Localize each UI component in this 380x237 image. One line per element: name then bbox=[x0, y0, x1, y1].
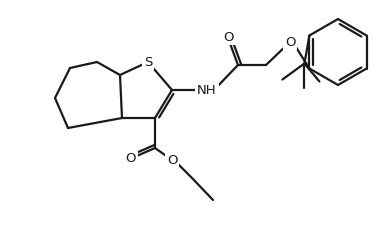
Text: O: O bbox=[223, 31, 233, 44]
Text: O: O bbox=[285, 36, 295, 49]
Text: NH: NH bbox=[197, 83, 217, 96]
Text: O: O bbox=[167, 154, 177, 167]
Text: S: S bbox=[144, 55, 152, 68]
Text: O: O bbox=[126, 152, 136, 165]
